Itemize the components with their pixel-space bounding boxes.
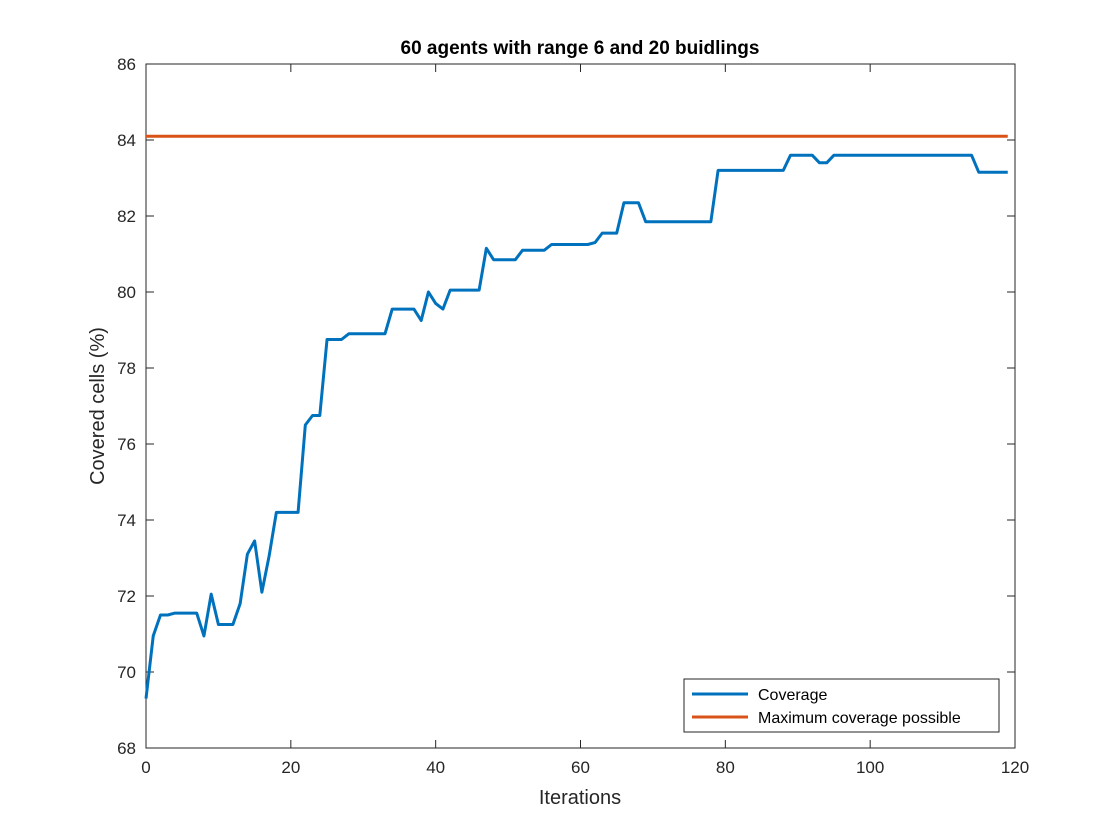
y-tick-label: 78 (117, 359, 136, 378)
x-tick-label: 0 (141, 758, 150, 777)
x-tick-label: 60 (571, 758, 590, 777)
x-tick-label: 80 (716, 758, 735, 777)
plot-area (145, 63, 1016, 749)
coverage-line (144, 153, 1008, 699)
x-tick-label: 100 (856, 758, 884, 777)
axes-box (145, 63, 1016, 749)
y-axis-label: Covered cells (%) (87, 327, 109, 485)
x-tick-label: 40 (426, 758, 445, 777)
legend-box (683, 678, 1000, 733)
y-tick-label: 86 (117, 55, 136, 74)
y-tick-label: 82 (117, 207, 136, 226)
y-tick-label: 74 (117, 511, 136, 530)
y-tick-label: 84 (117, 131, 136, 150)
y-tick-label: 68 (117, 739, 136, 758)
chart-title: 60 agents with range 6 and 20 buidlings (401, 38, 760, 59)
legend-label-maximum: Maximum coverage possible (758, 710, 961, 727)
y-tick-label: 70 (117, 663, 136, 682)
legend-label-coverage: Coverage (758, 687, 827, 704)
x-tick-label: 20 (281, 758, 300, 777)
series-layer (144, 134, 1008, 699)
y-tick-label: 80 (117, 283, 136, 302)
x-tick-label: 120 (1001, 758, 1029, 777)
y-tick-label: 72 (117, 587, 136, 606)
y-tick-label: 76 (117, 435, 136, 454)
legend: Coverage Maximum coverage possible (683, 678, 1000, 733)
x-axis-label: Iterations (539, 787, 621, 809)
axis-ticks: 0 20 40 60 80 100 120 68 70 72 74 76 78 80 82 84 86 (117, 55, 1029, 777)
